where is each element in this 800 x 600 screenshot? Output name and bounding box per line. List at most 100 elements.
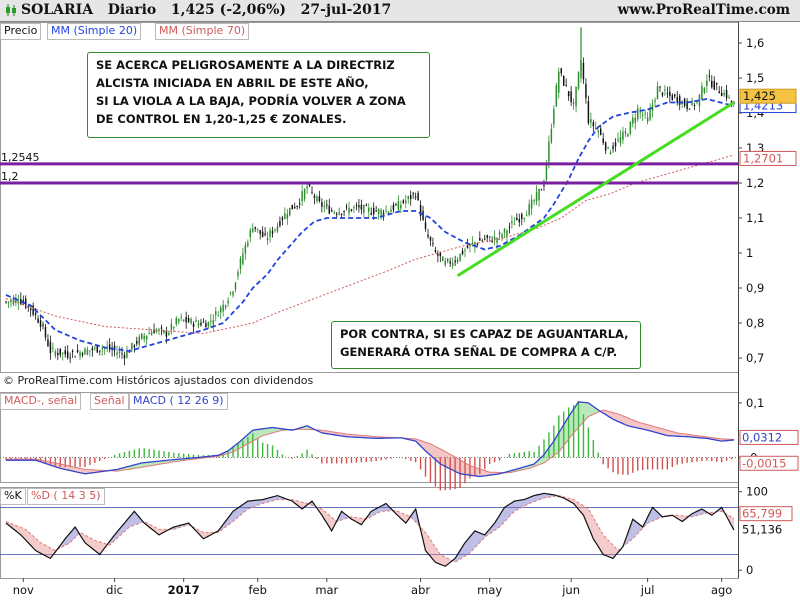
candle-body-211 — [525, 215, 528, 217]
stoch-fill-98 — [247, 500, 251, 509]
candle-body-192 — [479, 238, 481, 241]
candle-body-164 — [409, 194, 412, 199]
candle-body-247 — [614, 142, 617, 147]
stoch-fill-59 — [151, 525, 155, 531]
x-tick-label-2: 2017 — [168, 583, 200, 597]
candle-body-135 — [338, 212, 340, 215]
candle-body-188 — [469, 244, 471, 247]
candle-body-189 — [471, 242, 474, 245]
macd-fill-180 — [450, 454, 453, 471]
x-tick-label-9: ago — [711, 583, 732, 597]
candle-body-70 — [178, 319, 180, 322]
candle-body-17 — [47, 339, 49, 347]
candle-body-205 — [511, 221, 513, 224]
candle-body-55 — [140, 333, 143, 339]
macd-fill-98 — [247, 432, 251, 444]
candle-body-52 — [133, 345, 136, 348]
candle-body-253 — [629, 121, 632, 134]
macd-fill-106 — [267, 427, 271, 435]
macd-fill-178 — [445, 451, 448, 468]
legend-macd-signal[interactable]: Señal — [90, 393, 129, 410]
stoch-fill-252 — [627, 526, 631, 543]
stoch-fill-96 — [242, 502, 246, 514]
legend-ma70[interactable]: MM (Simple 70) — [155, 23, 250, 40]
chart-title: SOLARIA Diario 1,425 (-2,06%) 27-jul-201… — [21, 2, 391, 18]
candle-body-129 — [323, 206, 326, 208]
macd-fill-179 — [447, 452, 451, 469]
x-tick-label-6: may — [477, 583, 502, 597]
candle-body-252 — [627, 134, 629, 137]
legend-stoch-k[interactable]: %K — [0, 488, 26, 505]
legend-price[interactable]: Precio — [0, 23, 42, 40]
candle-body-181 — [451, 262, 454, 266]
stoch-fill-215 — [536, 494, 540, 501]
candle-body-251 — [624, 131, 627, 134]
stoch-fill-153 — [383, 503, 387, 512]
macd-fill-173 — [432, 445, 436, 460]
macd-fill-26 — [70, 466, 73, 472]
candle-body-53 — [136, 340, 138, 344]
ticker: SOLARIA — [21, 2, 94, 18]
candle-body-39 — [101, 348, 103, 350]
candle-body-222 — [553, 109, 555, 125]
candle-body-14 — [39, 320, 42, 327]
candle-body-50 — [128, 351, 131, 353]
candle-body-257 — [639, 111, 641, 113]
candle-body-186 — [464, 249, 466, 251]
candle-body-212 — [528, 204, 530, 215]
macd-fill-257 — [640, 422, 643, 430]
macd-fill-99 — [250, 430, 253, 443]
candle-body-1 — [7, 301, 10, 303]
candle-body-255 — [634, 117, 637, 123]
candle-body-287 — [713, 80, 715, 90]
candle-body-95 — [239, 258, 242, 269]
macd-fill-108 — [272, 427, 275, 433]
stoch-fill-35 — [92, 539, 95, 551]
candle-body-292 — [725, 89, 728, 99]
candle-body-92 — [232, 291, 234, 296]
macd-fill-232 — [578, 401, 581, 428]
macd-fill-177 — [442, 450, 446, 467]
candle-body-230 — [572, 101, 575, 104]
stoch-d-badge-text: 65,799 — [742, 507, 782, 521]
macd-fill-233 — [580, 402, 584, 425]
candle-body-48 — [123, 354, 126, 359]
stoch-fill-92 — [233, 509, 236, 522]
candle-body-101 — [254, 226, 256, 229]
stoch-fill-14 — [40, 542, 44, 555]
candle-body-182 — [454, 260, 456, 263]
stoch-fill-159 — [398, 511, 401, 519]
candle-body-197 — [491, 241, 493, 243]
macd-fill-237 — [590, 404, 594, 416]
candle-body-110 — [276, 226, 279, 232]
legend-macd[interactable]: MACD ( 12 26 9) — [129, 393, 228, 410]
macd-fill-194 — [484, 470, 488, 476]
last-price-badge-text: 1,425 — [743, 89, 776, 103]
stoch-fill-12 — [35, 538, 39, 552]
legend-macd-hist[interactable]: MACD-, señal — [0, 393, 82, 410]
ma70-badge-box — [739, 150, 797, 166]
legend-ma20[interactable]: MM (Simple 20) — [47, 23, 142, 40]
macd-fill-167 — [418, 439, 421, 446]
macd-fill-249 — [620, 414, 623, 424]
stoch-fill-231 — [576, 501, 579, 510]
legend-stoch-d[interactable]: %D ( 14 3 5) — [27, 488, 105, 505]
candle-body-8 — [25, 298, 27, 308]
candle-body-249 — [619, 137, 622, 144]
candle-body-107 — [269, 230, 271, 237]
stoch-fill-192 — [479, 532, 483, 543]
candle-body-77 — [195, 320, 197, 323]
site-url[interactable]: www.ProRealTime.com — [617, 2, 790, 18]
candle-body-155 — [387, 211, 390, 215]
stoch-fill-105 — [265, 498, 268, 503]
candle-body-13 — [37, 318, 39, 323]
stoch-fill-132 — [331, 517, 335, 531]
stoch-fill-274 — [682, 515, 685, 522]
candle-body-210 — [523, 218, 525, 220]
candle-body-109 — [274, 229, 276, 231]
ma70-line — [5, 154, 735, 335]
stoch-fill-31 — [82, 533, 85, 543]
candle-body-60 — [153, 329, 155, 334]
stoch-fill-95 — [240, 504, 243, 516]
candle-body-46 — [118, 351, 121, 353]
